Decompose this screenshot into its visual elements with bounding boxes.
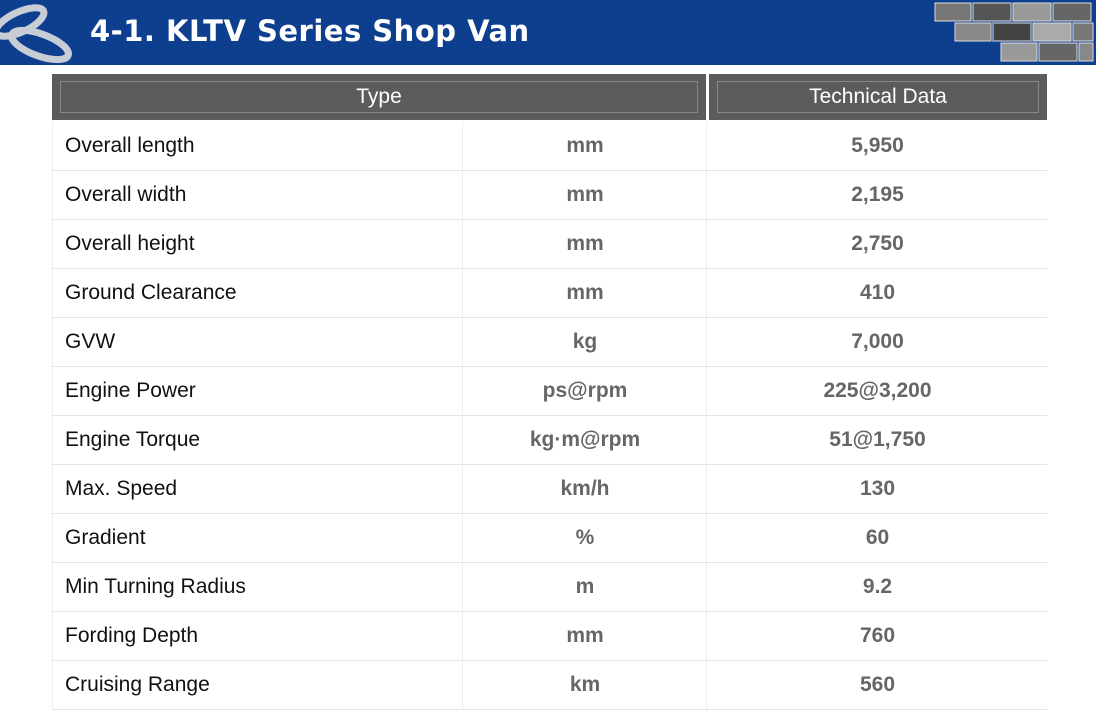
column-title: Type [60, 81, 698, 113]
header-cell: Type [52, 74, 706, 120]
row-value: 5,950 [706, 122, 1048, 170]
row-label: Overall height [52, 220, 465, 268]
row-value: 130 [706, 465, 1048, 513]
table-row: Overall height mm 2,750 [52, 220, 1047, 269]
row-unit: mm [462, 122, 707, 170]
table-row: Cruising Range km 560 [52, 661, 1047, 710]
header-bar [0, 0, 1096, 65]
row-label: Engine Torque [52, 416, 465, 464]
row-value: 225@3,200 [706, 367, 1048, 415]
row-label: GVW [52, 318, 465, 366]
row-label: Max. Speed [52, 465, 465, 513]
table-row: Gradient% 60 [52, 514, 1047, 563]
row-unit: % [462, 514, 707, 562]
row-value: 2,195 [706, 171, 1048, 219]
row-label: Fording Depth [52, 612, 465, 660]
table-row: Ground Clearance mm 410 [52, 269, 1047, 318]
row-unit: mm [462, 269, 707, 317]
row-value: 2,750 [706, 220, 1048, 268]
row-label: Cruising Range [52, 661, 465, 709]
row-unit: m [462, 563, 707, 611]
row-unit: ps@rpm [462, 367, 707, 415]
row-label: Overall width [52, 171, 465, 219]
table-row: Engine Power ps@rpm 225@3,200 [52, 367, 1047, 416]
chain-icon [0, 4, 72, 64]
row-label: Gradient [52, 514, 465, 562]
row-unit: km [462, 661, 707, 709]
table-row: Fording Depth mm 760 [52, 612, 1047, 661]
photo-thumbnails [934, 2, 1094, 62]
page-title: 4-1. KLTV Series Shop Van [90, 14, 530, 48]
row-label: Overall length [52, 122, 465, 170]
table-row: GVW kg 7,000 [52, 318, 1047, 367]
row-value: 760 [706, 612, 1048, 660]
row-unit: mm [462, 220, 707, 268]
table-row: Overall width mm 2,195 [52, 171, 1047, 220]
row-value: 410 [706, 269, 1048, 317]
row-unit: kg·m@rpm [462, 416, 707, 464]
row-value: 7,000 [706, 318, 1048, 366]
row-value: 51@1,750 [706, 416, 1048, 464]
table-row: Max. Speed km/h 130 [52, 465, 1047, 514]
table-row: Engine Torque kg·m@rpm 51@1,750 [52, 416, 1047, 465]
row-label: Ground Clearance [52, 269, 465, 317]
row-value: 9.2 [706, 563, 1048, 611]
table-row: Min Turning Radius m 9.2 [52, 563, 1047, 612]
row-label: Min Turning Radius [52, 563, 465, 611]
header-cell: Technical Data [709, 74, 1047, 120]
row-label: Engine Power [52, 367, 465, 415]
row-value: 60 [706, 514, 1048, 562]
row-value: 560 [706, 661, 1048, 709]
row-unit: kg [462, 318, 707, 366]
column-title: Technical Data [717, 81, 1039, 113]
row-unit: mm [462, 171, 707, 219]
table-row: Overall length mm 5,950 [52, 122, 1047, 171]
row-unit: mm [462, 612, 707, 660]
row-unit: km/h [462, 465, 707, 513]
